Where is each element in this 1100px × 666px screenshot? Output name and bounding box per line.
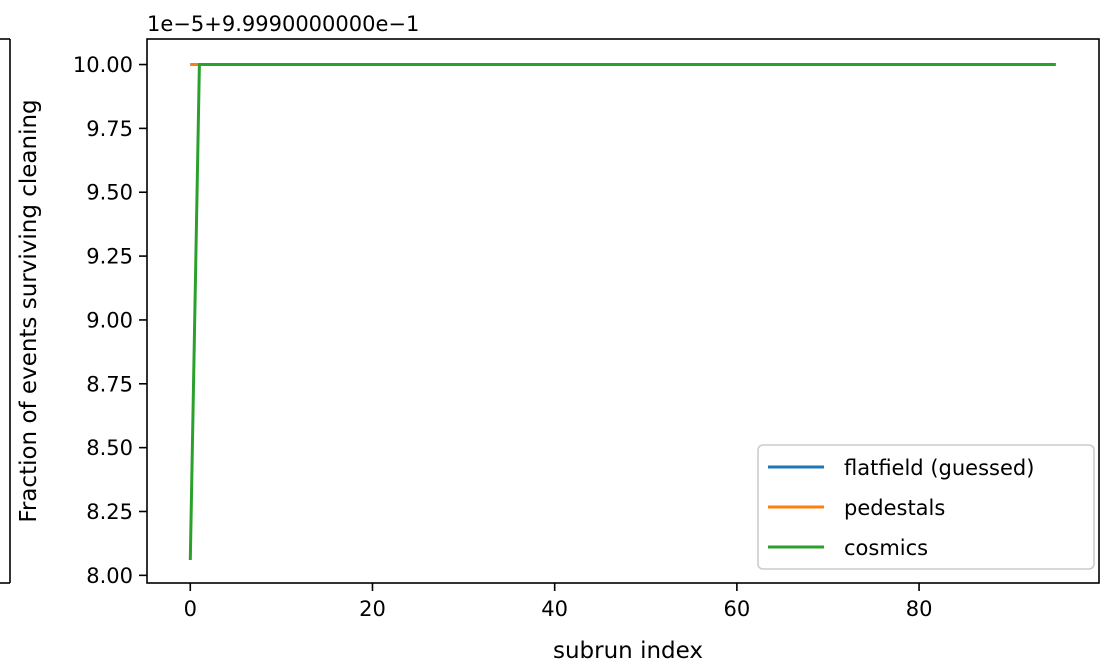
y-tick-label: 8.75 [86,372,133,396]
legend-label: cosmics [844,536,928,560]
x-axis-ticks: 0 20 40 60 80 [184,583,933,621]
y-tick-label: 9.25 [86,245,133,269]
legend: flatfield (guessed) pedestals cosmics [757,444,1095,570]
legend-items: flatfield (guessed) pedestals cosmics [768,456,1034,560]
legend-label: pedestals [844,496,945,520]
plot-frame [146,38,1100,584]
x-tick-label: 0 [184,597,197,621]
x-tick-label: 60 [724,597,751,621]
y-tick-label: 9.50 [86,181,133,205]
legend-label: flatfield (guessed) [844,456,1034,480]
y-tick-label: 9.00 [86,308,133,332]
y-tick-label: 8.50 [86,436,133,460]
axis-offset-text: 1e−5+9.9990000000e−1 [147,12,419,36]
y-axis-ticks: 8.00 8.25 8.50 8.75 9.00 9.25 9.50 9.75 10.00 [73,53,147,588]
x-tick-label: 40 [541,597,568,621]
x-tick-label: 20 [359,597,386,621]
x-axis-label: subrun index [553,638,703,664]
y-tick-label: 9.75 [86,117,133,141]
series-line-cosmics [188,63,1056,561]
legend-box [757,444,1095,570]
x-tick-label: 80 [906,597,933,621]
y-tick-label: 8.25 [86,500,133,524]
y-tick-label: 8.00 [86,564,133,588]
y-tick-label: 10.00 [73,53,133,77]
y-axis-label: Fraction of events surviving cleaning [16,99,42,522]
series-layer [188,63,1056,561]
